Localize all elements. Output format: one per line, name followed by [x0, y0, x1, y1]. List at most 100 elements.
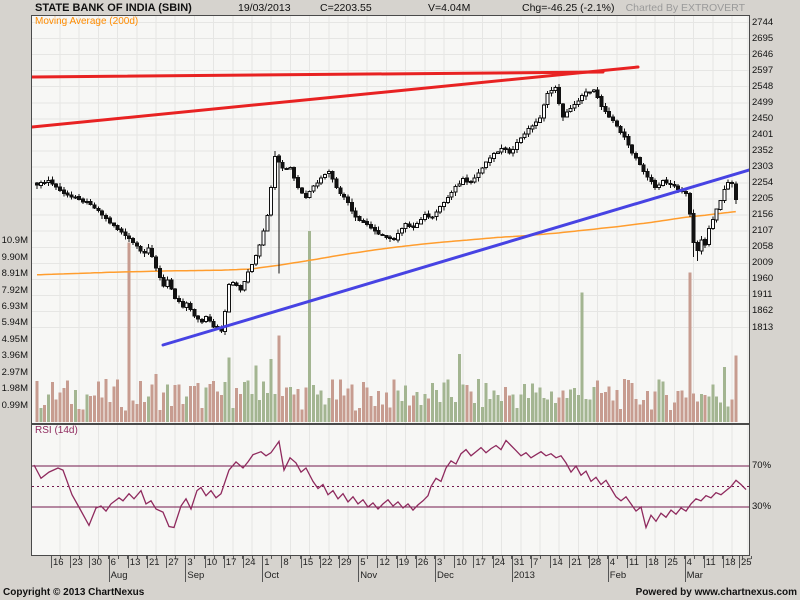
date-tick-label: 18	[725, 557, 736, 568]
date-tick-label: 7	[533, 557, 539, 568]
date-tick-label: 11	[629, 557, 639, 568]
minor-tick	[261, 556, 263, 559]
date-tick-label: 29	[341, 557, 352, 568]
minor-tick	[549, 556, 551, 559]
date-separator	[51, 556, 52, 568]
date-tick-label: 1	[264, 557, 270, 568]
price-tick-label: 2646	[752, 48, 774, 60]
volume-tick-label: 2.97M	[1, 366, 28, 378]
date-separator	[396, 556, 398, 568]
price-tick-label: 2450	[752, 112, 774, 124]
date-separator	[739, 556, 740, 568]
date-tick-label: 6	[110, 557, 116, 568]
minor-tick	[300, 556, 301, 559]
date-tick-label: 8	[283, 557, 289, 568]
date-tick-label: 27	[168, 557, 179, 568]
minor-tick	[444, 556, 445, 559]
date-separator	[454, 556, 456, 568]
minor-tick	[415, 556, 417, 559]
date-separator	[147, 556, 148, 568]
minor-tick	[146, 556, 148, 559]
copyright-text: Copyright © 2013 ChartNexus	[3, 587, 145, 598]
month-separator	[511, 556, 513, 582]
date-tick-label: 3	[437, 557, 443, 568]
date-separator	[703, 556, 705, 568]
date-tick-label: 18	[648, 557, 659, 568]
minor-tick	[741, 556, 743, 559]
minor-tick	[348, 556, 349, 559]
volume-tick-label: 6.93M	[1, 300, 28, 312]
month-separator	[262, 556, 264, 582]
date-tick-label: 28	[590, 557, 602, 568]
minor-tick	[684, 556, 685, 559]
month-separator	[108, 556, 110, 582]
minor-tick	[184, 556, 186, 559]
minor-tick	[357, 556, 359, 559]
minor-tick	[338, 556, 340, 559]
month-label: Aug	[110, 570, 128, 581]
volume-tick-label: 0.99M	[1, 399, 28, 411]
date-separator	[723, 556, 724, 568]
minor-tick	[213, 556, 215, 559]
date-separator	[588, 556, 590, 568]
date-tick-label: 11	[705, 557, 716, 568]
date-tick-label: 15	[302, 557, 314, 568]
month-separator	[607, 556, 609, 582]
minor-tick	[98, 556, 100, 559]
minor-tick	[559, 556, 561, 559]
minor-tick	[204, 556, 205, 559]
date-tick-label: 14	[552, 557, 563, 568]
rsi-chart[interactable]	[32, 425, 749, 555]
rsi-panel[interactable]: RSI (14d)	[31, 424, 750, 556]
minor-tick	[463, 556, 465, 559]
powered-by-link[interactable]: Powered by www.chartnexus.com	[635, 587, 797, 598]
minor-tick	[405, 556, 407, 559]
date-separator	[127, 556, 129, 568]
instrument-title: STATE BANK OF INDIA (SBIN)	[35, 2, 192, 14]
candlestick-chart[interactable]	[32, 16, 749, 423]
month-separator	[358, 556, 360, 582]
date-tick-label: 31	[513, 557, 525, 568]
volume-tick-label: 3.96M	[1, 350, 28, 362]
volume-tick-label: 9.90M	[1, 251, 28, 263]
minor-tick	[568, 556, 570, 559]
minor-tick	[280, 556, 282, 559]
minor-tick	[309, 556, 311, 559]
date-tick-label: 30	[91, 557, 102, 568]
date-separator	[300, 556, 302, 568]
price-tick-label: 2205	[752, 193, 774, 205]
minor-tick	[69, 556, 71, 559]
date-tick-label: 4	[609, 557, 616, 568]
minor-tick	[376, 556, 378, 559]
date-tick-label: 25	[741, 557, 752, 568]
minor-tick	[396, 556, 397, 559]
minor-tick	[712, 556, 714, 559]
quote-close: C=2203.55	[320, 2, 372, 14]
minor-tick	[252, 556, 253, 559]
date-tick-label: 13	[129, 557, 141, 568]
price-chart-panel[interactable]: Moving Average (200d)	[31, 15, 750, 424]
minor-tick	[703, 556, 705, 559]
minor-tick	[271, 556, 273, 559]
minor-tick	[60, 556, 61, 559]
month-label: Nov	[360, 570, 378, 581]
date-tick-label: 21	[571, 557, 582, 568]
month-label: Oct	[264, 570, 279, 581]
date-separator	[204, 556, 206, 568]
minor-tick	[588, 556, 589, 559]
date-separator	[531, 556, 532, 568]
price-tick-label: 1911	[752, 289, 773, 301]
rsi-level-label: 30%	[752, 501, 772, 512]
charted-by: Charted By EXTROVERT	[625, 2, 745, 14]
date-separator	[415, 556, 417, 568]
price-tick-label: 2352	[752, 144, 774, 156]
minor-tick	[626, 556, 628, 559]
minor-tick	[674, 556, 676, 559]
date-separator	[646, 556, 648, 568]
month-separator	[185, 556, 187, 582]
date-tick-label: 10	[456, 557, 467, 568]
month-separator	[435, 556, 436, 582]
minor-tick	[232, 556, 234, 559]
date-separator	[569, 556, 571, 568]
price-tick-label: 2303	[752, 160, 774, 172]
